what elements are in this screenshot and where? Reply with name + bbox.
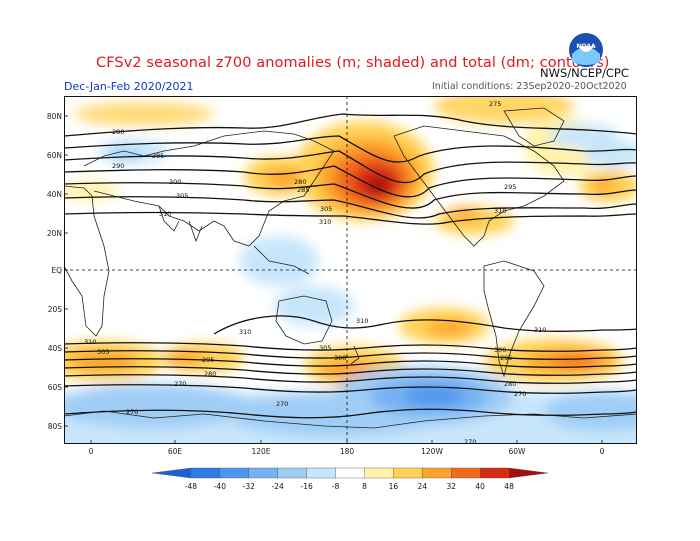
- colorbar-tick-label: -24: [272, 482, 284, 491]
- lon-label: 180: [339, 447, 355, 456]
- svg-text:285: 285: [297, 186, 309, 194]
- svg-text:310: 310: [534, 326, 546, 334]
- colorbar-swatch: [479, 467, 510, 479]
- colorbar: -48 -40 -32 -24 -16 -8 8 16 24 32 40 48: [151, 467, 549, 491]
- anomaly-map: 280 285 290 300 305 310 275 295 280 285 …: [64, 96, 637, 444]
- svg-text:305: 305: [320, 205, 332, 213]
- svg-text:310: 310: [84, 338, 96, 346]
- colorbar-tick-label: -16: [300, 482, 312, 491]
- colorbar-tick-label: 8: [362, 482, 367, 491]
- svg-text:280: 280: [294, 178, 306, 186]
- svg-text:295: 295: [504, 183, 516, 191]
- latitude-axis: 80N 60N 40N 20N EQ 20S 40S 60S 80S: [18, 96, 62, 444]
- colorbar-swatch: [335, 467, 365, 479]
- svg-text:270: 270: [464, 438, 476, 444]
- svg-text:310: 310: [356, 317, 368, 325]
- colorbar-swatch: [364, 467, 394, 479]
- initial-conditions-label: Initial conditions: 23Sep2020-20Oct2020: [432, 81, 627, 92]
- svg-text:285: 285: [152, 152, 164, 160]
- lat-label: 80N: [46, 112, 62, 121]
- svg-text:275: 275: [489, 100, 501, 108]
- colorbar-tick-label: 48: [504, 482, 514, 491]
- svg-text:300: 300: [494, 346, 506, 354]
- svg-text:305: 305: [319, 344, 331, 352]
- svg-text:295: 295: [202, 356, 214, 364]
- colorbar-tick-label: -32: [243, 482, 255, 491]
- svg-text:300: 300: [334, 354, 346, 362]
- svg-text:270: 270: [126, 408, 138, 416]
- colorbar-swatch: [248, 467, 279, 479]
- lon-label: 0: [599, 447, 605, 456]
- season-label: Dec-Jan-Feb 2020/2021: [64, 80, 194, 93]
- svg-text:290: 290: [112, 162, 124, 170]
- svg-text:270: 270: [276, 400, 288, 408]
- lat-label: 80S: [47, 422, 62, 431]
- noaa-logo: NOAA: [569, 33, 603, 67]
- lon-label: 60W: [508, 447, 526, 456]
- colorbar-tick-label: -40: [214, 482, 226, 491]
- lat-label: 60S: [47, 383, 62, 392]
- svg-text:270: 270: [514, 390, 526, 398]
- colorbar-tick-label: 32: [446, 482, 456, 491]
- agency-label: NWS/NCEP/CPC: [540, 66, 629, 80]
- colorbar-tick-label: 24: [418, 482, 428, 491]
- svg-text:310: 310: [319, 218, 331, 226]
- colorbar-swatch: [508, 467, 549, 479]
- colorbar-swatch: [306, 467, 337, 479]
- lon-label: 0: [88, 447, 94, 456]
- svg-text:300: 300: [169, 178, 181, 186]
- lat-label: 20S: [47, 305, 62, 314]
- lat-label: 40S: [47, 344, 62, 353]
- colorbar-tick-label: -48: [185, 482, 197, 491]
- colorbar-swatch: [219, 467, 250, 479]
- colorbar-tick-label: 16: [389, 482, 399, 491]
- svg-text:310: 310: [159, 210, 171, 218]
- lon-label: 120E: [251, 447, 271, 456]
- colorbar-tick-label: -8: [332, 482, 340, 491]
- svg-text:270: 270: [174, 380, 186, 388]
- lon-label: 120W: [421, 447, 443, 456]
- svg-text:310: 310: [494, 207, 506, 215]
- colorbar-swatch: [451, 467, 481, 479]
- svg-text:305: 305: [176, 192, 188, 200]
- chart-title: CFSv2 seasonal z700 anomalies (m; shaded…: [96, 55, 610, 71]
- longitude-axis: 0 60E 120E 180 120W 60W 0: [64, 447, 637, 459]
- svg-text:310: 310: [239, 328, 251, 336]
- colorbar-swatch: [422, 467, 452, 479]
- lat-label: 20N: [46, 229, 62, 238]
- svg-text:295: 295: [500, 354, 512, 362]
- svg-text:280: 280: [504, 380, 516, 388]
- colorbar-tick-label: 40: [475, 482, 485, 491]
- colorbar-swatch: [277, 467, 308, 479]
- colorbar-swatch: [393, 467, 423, 479]
- lat-label: EQ: [51, 266, 62, 275]
- svg-text:280: 280: [204, 370, 216, 378]
- height-contours: [64, 113, 637, 419]
- logo-text: NOAA: [576, 43, 596, 50]
- lat-label: 60N: [46, 151, 62, 160]
- svg-text:280: 280: [112, 128, 124, 136]
- colorbar-swatch: [190, 467, 221, 479]
- lon-label: 60E: [167, 447, 183, 456]
- contour-labels: 280 285 290 300 305 310 275 295 280 285 …: [84, 100, 546, 444]
- colorbar-swatch: [151, 467, 192, 479]
- svg-text:305: 305: [97, 348, 109, 356]
- lat-label: 40N: [46, 190, 62, 199]
